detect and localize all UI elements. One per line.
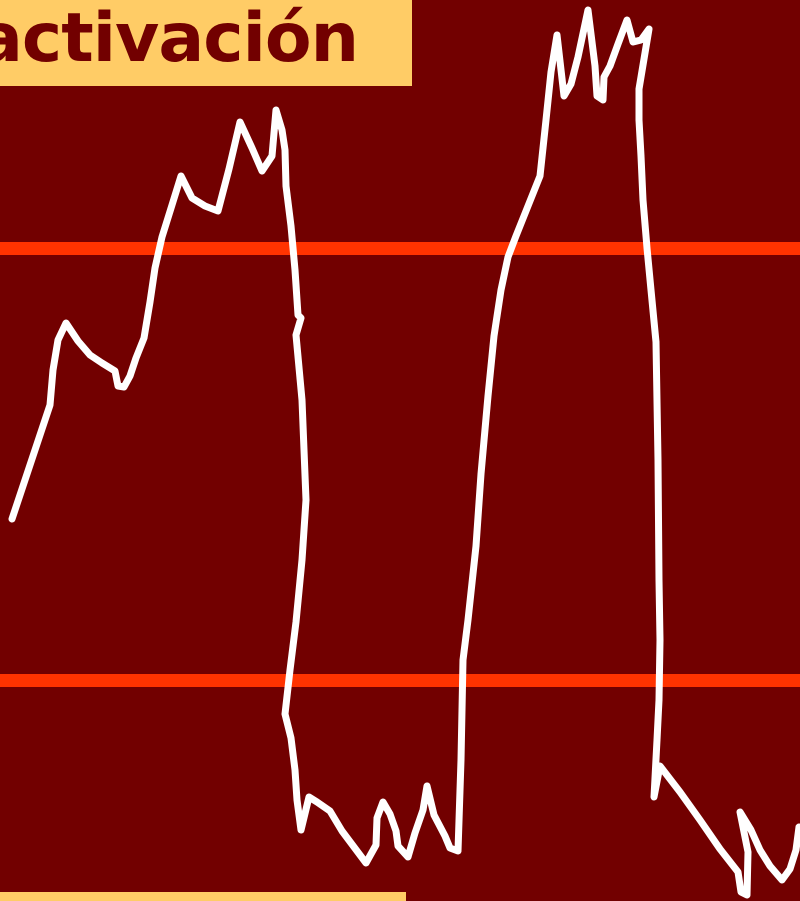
bottom-text-box — [0, 892, 406, 901]
slide-title: activación — [0, 0, 359, 78]
lower-threshold-line — [0, 674, 800, 687]
signal-trace-line — [8, 6, 800, 899]
title-box: activación — [0, 0, 412, 86]
upper-threshold-line — [0, 242, 800, 255]
